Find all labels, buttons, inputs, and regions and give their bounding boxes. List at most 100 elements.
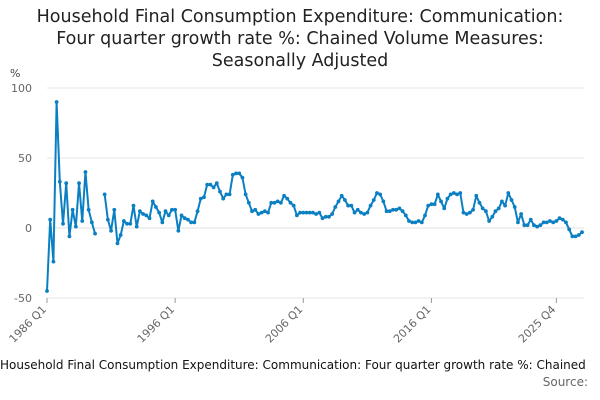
data-point[interactable] [580, 230, 584, 235]
data-point[interactable] [567, 227, 572, 232]
data-point[interactable] [266, 210, 270, 215]
data-point[interactable] [573, 234, 578, 239]
data-point[interactable] [138, 209, 142, 214]
data-point[interactable] [426, 203, 431, 208]
data-point[interactable] [384, 209, 389, 214]
data-point[interactable] [51, 259, 56, 264]
data-point[interactable] [170, 207, 174, 212]
data-point[interactable] [141, 212, 146, 216]
data-point[interactable] [288, 200, 293, 205]
data-point[interactable] [173, 207, 178, 212]
data-point[interactable] [240, 175, 245, 180]
data-point[interactable] [419, 220, 424, 225]
data-point[interactable] [346, 203, 351, 208]
data-point[interactable] [519, 212, 524, 216]
data-point[interactable] [182, 216, 187, 221]
data-point[interactable] [548, 219, 552, 223]
data-point[interactable] [413, 220, 418, 225]
data-point[interactable] [192, 220, 197, 225]
data-point[interactable] [570, 234, 575, 239]
data-point[interactable] [352, 210, 357, 215]
data-point[interactable] [86, 207, 91, 212]
data-point[interactable] [509, 198, 514, 202]
data-point[interactable] [512, 205, 517, 209]
data-point[interactable] [538, 223, 543, 228]
data-point[interactable] [77, 181, 81, 186]
data-point[interactable] [375, 191, 379, 195]
data-point[interactable] [121, 219, 126, 223]
data-point[interactable] [57, 179, 62, 184]
data-point[interactable] [554, 219, 559, 223]
data-point[interactable] [262, 209, 267, 214]
data-point[interactable] [359, 210, 363, 215]
data-point[interactable] [407, 219, 411, 223]
data-point[interactable] [294, 213, 299, 218]
data-point[interactable] [522, 223, 527, 228]
data-point[interactable] [144, 213, 149, 218]
data-point[interactable] [403, 213, 408, 218]
data-point[interactable] [391, 207, 395, 212]
data-point[interactable] [480, 206, 485, 211]
data-point[interactable] [250, 209, 254, 214]
data-point[interactable] [278, 200, 283, 205]
data-point[interactable] [70, 207, 75, 212]
data-point[interactable] [496, 206, 501, 211]
data-point[interactable] [487, 219, 491, 223]
data-point[interactable] [93, 231, 97, 236]
data-point[interactable] [83, 170, 88, 174]
data-point[interactable] [429, 202, 434, 207]
data-point[interactable] [458, 191, 463, 195]
data-point[interactable] [500, 199, 504, 204]
data-point[interactable] [202, 195, 206, 200]
data-point[interactable] [227, 192, 232, 197]
data-point[interactable] [365, 210, 370, 215]
data-point[interactable] [166, 213, 171, 218]
data-point[interactable] [105, 217, 110, 222]
data-point[interactable] [48, 217, 53, 222]
data-point[interactable] [490, 214, 495, 219]
data-point[interactable] [483, 209, 488, 214]
data-point[interactable] [474, 193, 479, 198]
data-point[interactable] [435, 192, 440, 197]
data-point[interactable] [125, 221, 129, 226]
data-point[interactable] [282, 193, 286, 198]
data-point[interactable] [349, 203, 354, 208]
data-point[interactable] [333, 205, 338, 209]
data-point[interactable] [327, 214, 331, 219]
data-point[interactable] [455, 192, 459, 197]
data-point[interactable] [394, 207, 399, 212]
data-point[interactable] [115, 241, 120, 246]
data-point[interactable] [551, 220, 556, 225]
data-point[interactable] [285, 196, 290, 201]
data-point[interactable] [150, 199, 155, 204]
data-point[interactable] [131, 203, 136, 208]
data-point[interactable] [464, 212, 469, 216]
data-point[interactable] [89, 220, 94, 225]
data-point[interactable] [541, 220, 546, 225]
data-point[interactable] [160, 220, 165, 225]
data-point[interactable] [211, 185, 216, 190]
data-point[interactable] [432, 202, 437, 207]
data-point[interactable] [179, 213, 184, 218]
data-point[interactable] [301, 210, 306, 215]
data-point[interactable] [198, 196, 203, 201]
data-point[interactable] [439, 199, 443, 204]
data-point[interactable] [525, 223, 530, 228]
data-point[interactable] [128, 221, 133, 226]
data-point[interactable] [343, 198, 347, 202]
data-point[interactable] [544, 220, 549, 225]
data-point[interactable] [246, 200, 251, 205]
data-point[interactable] [532, 223, 536, 228]
data-point[interactable] [237, 171, 242, 176]
data-point[interactable] [410, 220, 415, 225]
data-point[interactable] [234, 171, 238, 176]
data-point[interactable] [467, 210, 472, 215]
data-point[interactable] [336, 199, 341, 204]
data-point[interactable] [218, 189, 222, 194]
data-point[interactable] [564, 220, 568, 225]
data-point[interactable] [269, 200, 274, 205]
data-point[interactable] [157, 210, 162, 215]
data-point[interactable] [442, 206, 447, 211]
data-point[interactable] [471, 207, 475, 212]
data-point[interactable] [368, 203, 373, 208]
